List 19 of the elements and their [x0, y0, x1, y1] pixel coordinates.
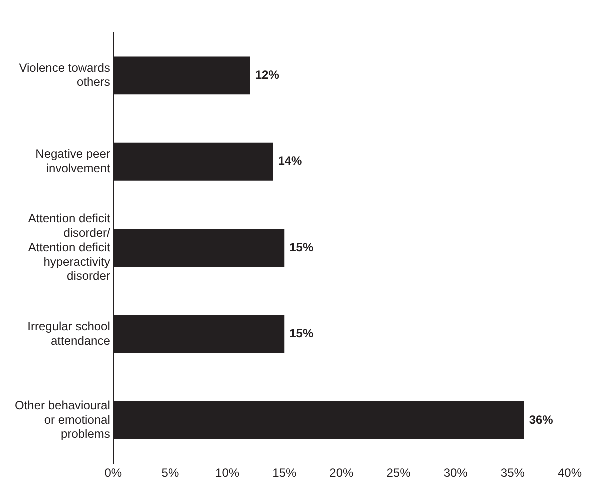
y-tick-label: Violence towards others: [19, 60, 110, 90]
x-tick-label: 10%: [216, 466, 240, 480]
x-tick-label: 0%: [104, 466, 122, 480]
y-tick-label: Negative peer involvement: [36, 147, 112, 176]
x-tick-label: 5%: [162, 466, 180, 480]
data-label: 12%: [255, 68, 280, 82]
y-tick-label: Other behavioural or emotional problems: [15, 398, 110, 442]
data-label: 14%: [278, 154, 303, 168]
x-tick-label: 35%: [500, 466, 526, 480]
x-tick-label: 30%: [444, 466, 468, 480]
x-tick-label: 40%: [558, 466, 582, 480]
x-tick-label: 20%: [330, 466, 354, 480]
data-label: 15%: [290, 240, 314, 254]
y-tick-label: Attention deficit disorder/ Attention deficit hyperactivity disorder: [28, 212, 112, 284]
data-label: 36%: [529, 412, 554, 427]
y-tick-label: Irregular school attendance: [28, 319, 111, 348]
x-tick-label: 15%: [272, 466, 297, 480]
x-tick-label: 25%: [386, 466, 412, 480]
data-label: 15%: [290, 326, 314, 341]
